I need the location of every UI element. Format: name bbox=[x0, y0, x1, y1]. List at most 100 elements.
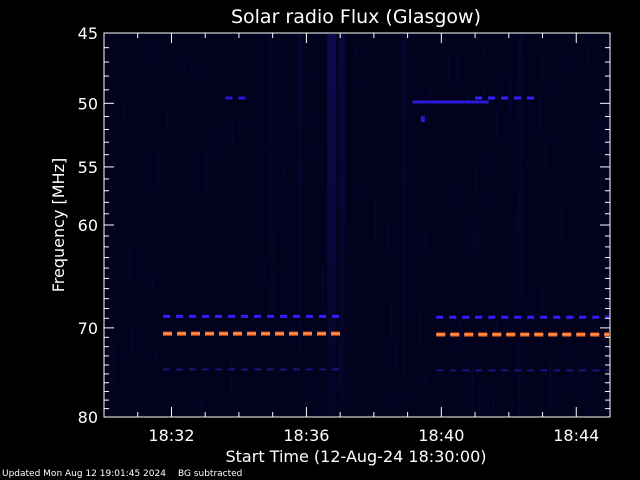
y-tick-label: 70 bbox=[78, 319, 98, 338]
footer: Updated Mon Aug 12 19:01:45 2024 BG subtr… bbox=[2, 468, 254, 480]
noise-streak bbox=[285, 64, 287, 83]
noise-streak bbox=[557, 342, 559, 360]
noise-streak bbox=[504, 363, 506, 372]
noise-streak bbox=[440, 117, 442, 133]
noise-streak bbox=[429, 85, 431, 110]
noise-streak bbox=[540, 339, 542, 352]
noise-streak bbox=[587, 44, 589, 79]
noise-streak bbox=[479, 385, 481, 413]
noise-streak bbox=[430, 196, 432, 223]
noise-streak bbox=[283, 163, 285, 176]
noise-streak bbox=[542, 51, 544, 87]
y-tick-label: 80 bbox=[78, 408, 98, 427]
noise-texture bbox=[106, 35, 608, 416]
noise-streak bbox=[305, 190, 307, 198]
x-tick-label: 18:36 bbox=[283, 426, 329, 445]
noise-streak bbox=[467, 92, 469, 102]
noise-streak bbox=[205, 125, 207, 148]
noise-streak bbox=[482, 44, 484, 61]
bright-spots bbox=[420, 116, 425, 123]
noise-streak bbox=[515, 209, 517, 246]
noise-streak bbox=[517, 339, 519, 374]
y-tick-label: 60 bbox=[78, 216, 98, 235]
noise-streak bbox=[424, 228, 426, 253]
noise-streak bbox=[578, 360, 580, 403]
noise-streak bbox=[550, 368, 552, 408]
noise-streak bbox=[425, 379, 427, 385]
noise-streak bbox=[485, 238, 487, 270]
noise-streak bbox=[585, 56, 587, 64]
noise-streak bbox=[133, 51, 135, 60]
noise-streak bbox=[146, 75, 148, 83]
noise-streak bbox=[313, 152, 315, 157]
noise-streak bbox=[129, 247, 131, 283]
bg-note: BG subtracted bbox=[177, 469, 243, 479]
noise-streak bbox=[106, 379, 108, 395]
noise-streak bbox=[420, 40, 422, 78]
noise-streak bbox=[487, 149, 489, 179]
noise-streak bbox=[409, 388, 411, 401]
noise-streak bbox=[387, 224, 389, 259]
noise-streak bbox=[375, 200, 377, 240]
noise-streak bbox=[546, 78, 548, 95]
noise-streak bbox=[338, 346, 340, 390]
noise-streak bbox=[122, 99, 124, 134]
noise-streak bbox=[551, 243, 553, 263]
y-axis: 45 50 55 60 70 80 bbox=[78, 24, 610, 427]
noise-streak bbox=[488, 138, 490, 143]
noise-streak bbox=[542, 288, 544, 313]
y-tick-label: 55 bbox=[78, 158, 98, 177]
noise-streak bbox=[280, 187, 282, 212]
noise-streak bbox=[239, 118, 241, 131]
noise-streak bbox=[589, 334, 591, 366]
noise-streak bbox=[120, 349, 122, 358]
noise-streak bbox=[397, 390, 399, 407]
vertical-streak bbox=[268, 34, 273, 416]
noise-streak bbox=[177, 155, 179, 180]
noise-streak bbox=[313, 69, 315, 83]
noise-streak bbox=[459, 323, 461, 340]
noise-streak bbox=[165, 217, 167, 223]
noise-streak bbox=[209, 124, 211, 161]
noise-streak bbox=[561, 206, 563, 245]
noise-streak bbox=[581, 296, 583, 308]
x-tick-label: 18:44 bbox=[553, 426, 599, 445]
noise-streak bbox=[400, 166, 402, 184]
x-axis: 18:32 18:36 18:40 18:44 bbox=[103, 33, 611, 445]
vertical-streak bbox=[327, 34, 337, 416]
noise-streak bbox=[273, 272, 275, 312]
noise-streak bbox=[539, 279, 541, 323]
noise-streak bbox=[519, 193, 521, 233]
x-tick-label: 18:40 bbox=[418, 426, 464, 445]
noise-streak bbox=[265, 143, 267, 151]
noise-streak bbox=[439, 380, 441, 406]
noise-streak bbox=[132, 322, 134, 355]
noise-streak bbox=[474, 227, 476, 257]
x-axis-label: Start Time (12-Aug-24 18:30:00) bbox=[226, 447, 487, 466]
noise-streak bbox=[304, 105, 306, 133]
vertical-streak bbox=[338, 34, 345, 416]
noise-streak bbox=[516, 125, 518, 145]
y-tick-label: 45 bbox=[78, 24, 98, 43]
noise-streak bbox=[569, 336, 571, 346]
noise-streak bbox=[563, 374, 565, 394]
noise-streak bbox=[385, 214, 387, 259]
y-tick-label: 50 bbox=[78, 94, 98, 113]
noise-streak bbox=[365, 178, 367, 203]
noise-streak bbox=[437, 195, 439, 203]
x-tick-label: 18:32 bbox=[148, 426, 194, 445]
noise-streak bbox=[200, 397, 202, 416]
noise-streak bbox=[340, 337, 342, 371]
noise-streak bbox=[461, 311, 463, 354]
noise-streak bbox=[458, 309, 460, 338]
noise-streak bbox=[422, 247, 424, 269]
noise-streak bbox=[272, 233, 274, 263]
noise-streak bbox=[492, 394, 494, 416]
noise-streak bbox=[128, 264, 130, 278]
noise-streak bbox=[361, 80, 363, 94]
noise-streak bbox=[562, 55, 564, 75]
noise-streak bbox=[166, 110, 168, 133]
noise-streak bbox=[549, 357, 551, 401]
vertical-streaks bbox=[268, 34, 523, 416]
